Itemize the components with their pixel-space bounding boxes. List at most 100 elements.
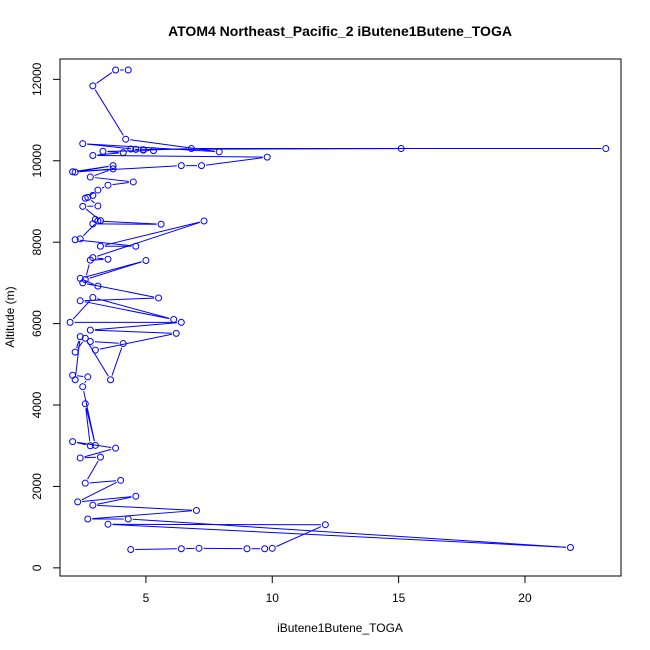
y-tick-label: 12000 <box>30 62 44 96</box>
data-point <box>79 202 87 210</box>
series-segment <box>130 139 215 152</box>
series-points <box>66 66 610 554</box>
series-segment <box>99 333 172 350</box>
data-point <box>81 194 89 202</box>
series-segment <box>84 301 170 320</box>
data-point <box>195 544 203 552</box>
data-point <box>192 506 200 514</box>
series-segment <box>111 347 123 376</box>
data-point <box>104 181 112 189</box>
data-point <box>112 444 120 452</box>
series-segment <box>82 496 132 502</box>
data-point <box>91 441 99 449</box>
data-point <box>86 326 94 334</box>
y-tick-label: 2000 <box>30 473 44 500</box>
chart-title: ATOM4 Northeast_Pacific_2 iButene1Butene… <box>168 23 512 39</box>
data-point <box>142 257 150 265</box>
data-point <box>139 146 147 154</box>
data-point <box>76 297 84 305</box>
data-point <box>96 242 104 250</box>
data-point <box>66 318 74 326</box>
series-segment <box>94 169 109 177</box>
y-axis-label: Altitude (m) <box>3 286 17 347</box>
series-segment <box>84 261 142 278</box>
series-segment <box>77 165 109 172</box>
data-point <box>107 376 115 384</box>
data-point <box>119 340 127 348</box>
data-point <box>89 82 97 90</box>
y-tick-label: 10000 <box>30 144 44 178</box>
x-tick-label: 20 <box>518 591 532 605</box>
data-point <box>155 294 163 302</box>
data-point <box>89 254 97 262</box>
data-point <box>91 215 99 223</box>
data-point <box>86 173 94 181</box>
data-point <box>566 544 574 552</box>
series-segment <box>90 199 95 204</box>
series-segment <box>77 441 112 448</box>
series-segment <box>97 155 263 158</box>
data-point <box>170 316 178 324</box>
data-point <box>112 66 120 74</box>
data-point <box>187 145 195 153</box>
data-point <box>104 520 112 528</box>
data-point <box>263 153 271 161</box>
data-point <box>76 235 84 243</box>
series-segment <box>112 524 566 548</box>
data-point <box>200 217 208 225</box>
data-point <box>96 217 104 225</box>
series-segment <box>276 526 322 547</box>
x-axis: 5 10 15 20 <box>143 575 532 605</box>
data-point <box>76 274 84 282</box>
data-point <box>81 479 89 487</box>
data-point <box>127 546 135 554</box>
data-point <box>71 168 79 176</box>
series-segment <box>84 297 155 302</box>
data-point <box>71 236 79 244</box>
series-segment <box>89 261 142 279</box>
series-segment <box>87 460 99 480</box>
data-point <box>86 442 94 450</box>
series-segment <box>97 298 170 319</box>
data-point <box>76 454 84 462</box>
series-segment <box>97 496 132 505</box>
data-point <box>69 438 77 446</box>
series-segment <box>104 221 200 246</box>
data-point <box>89 191 97 199</box>
data-point <box>132 242 140 250</box>
data-point <box>122 135 130 143</box>
data-point <box>89 294 97 302</box>
data-point <box>198 162 206 170</box>
series-segment <box>87 341 109 377</box>
series-segment <box>83 223 96 237</box>
data-point <box>177 318 185 326</box>
data-point <box>84 373 92 381</box>
series-segment <box>135 548 177 550</box>
series-segment <box>96 221 200 257</box>
series-segment <box>94 341 119 344</box>
data-point <box>150 147 157 155</box>
x-axis-label: iButene1Butene_TOGA <box>277 621 403 635</box>
plot-frame <box>59 58 622 577</box>
data-point <box>243 545 251 553</box>
series-segment <box>84 279 94 285</box>
series-segment <box>72 300 91 320</box>
data-point <box>602 145 610 153</box>
series-segment <box>89 480 117 484</box>
series-segment <box>102 220 157 225</box>
x-tick-label: 10 <box>266 591 280 605</box>
series-segment <box>77 165 177 173</box>
data-point <box>71 348 79 356</box>
data-point <box>81 334 89 342</box>
series-segment <box>84 448 112 458</box>
series-segment <box>87 283 94 286</box>
data-point <box>132 145 140 153</box>
data-point <box>117 476 125 484</box>
data-point <box>321 521 329 529</box>
data-point <box>71 376 79 384</box>
series-segment <box>92 510 193 520</box>
data-point <box>109 165 117 173</box>
data-point <box>261 545 269 553</box>
data-point <box>69 168 77 176</box>
